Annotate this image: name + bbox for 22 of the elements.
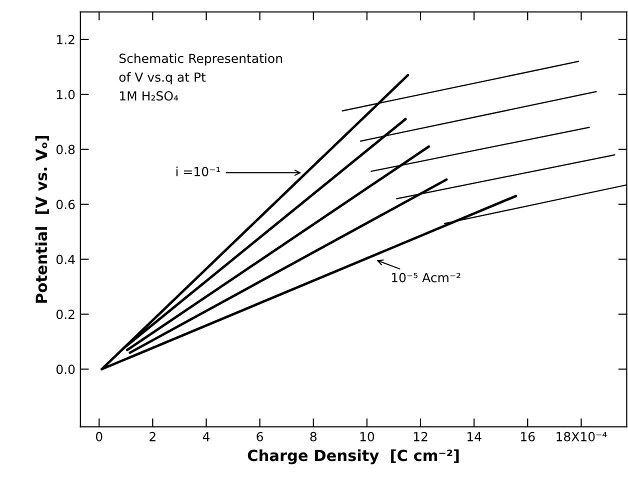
x-axis-title: Charge Density [C cm⁻²] [248, 449, 459, 464]
annotation: Schematic Representation of V vs.q at Pt 1M H₂SO₄ [119, 53, 282, 101]
y-tick-label: 0.8 [56, 144, 75, 154]
x-tick-label: 14 [468, 432, 482, 442]
x-tick-label: 10 [360, 432, 374, 442]
y-tick-label: 1.2 [57, 34, 74, 44]
x-tick-label: 0 [96, 432, 102, 442]
x-tick-label: 4 [202, 432, 210, 442]
x-tick-label: 12 [414, 432, 428, 442]
x-tick-label: 18X10⁻⁴ [556, 432, 607, 442]
x-tick-label: 6 [256, 432, 264, 442]
y-axis-title: Potential [V vs. Vₒ] [35, 136, 49, 303]
y-tick-label: 0.0 [56, 364, 75, 374]
y-tick-label: 0.2 [56, 310, 74, 320]
x-tick-label: 2 [150, 432, 156, 442]
x-tick-label: 8 [310, 432, 317, 442]
annotation: 10⁻⁵ Acm⁻² [392, 272, 460, 282]
y-tick-label: 0.6 [56, 200, 75, 210]
x-tick-label: 16 [521, 432, 535, 442]
y-tick-label: 1.0 [57, 90, 75, 100]
annotation: i =10⁻¹ [176, 166, 220, 176]
y-tick-label: 0.4 [56, 254, 75, 264]
